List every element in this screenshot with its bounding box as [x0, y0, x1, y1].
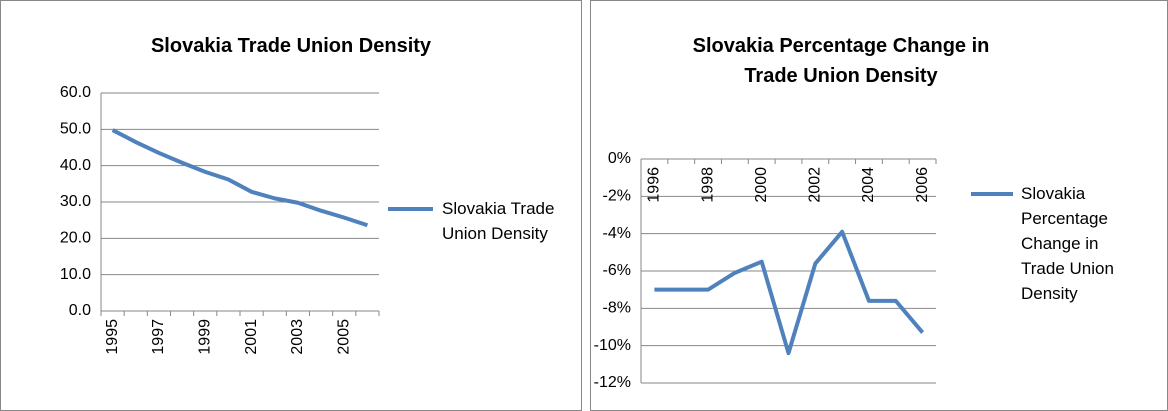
- y-tick-label: 60.0: [60, 84, 91, 101]
- x-tick-label: 1997: [150, 319, 167, 355]
- y-tick-label: 20.0: [60, 230, 91, 247]
- x-tick-label: 2000: [753, 167, 770, 203]
- x-tick-label: 2001: [243, 319, 260, 355]
- y-tick-label: 50.0: [60, 121, 91, 138]
- legend-label: Slovakia Trade Union Density: [442, 199, 555, 243]
- chart: 0.0 10.0 20.0 30.0 40.0 50.0 60.0 1995 1997 1999 2…: [60, 84, 433, 355]
- y-tick-label: -12%: [594, 374, 631, 391]
- y-tick-label: -2%: [603, 188, 631, 205]
- chart-panel: -12% -10% -8% -6% -4% -2% 0% 1996 1998 2000 2002 20…: [590, 0, 1168, 411]
- x-tick-label: 1995: [104, 319, 121, 355]
- x-tick-label: 1996: [646, 167, 663, 203]
- y-tick-label: 30.0: [60, 193, 91, 210]
- x-tick-label: 2002: [807, 167, 824, 203]
- data-line: [111, 128, 369, 228]
- x-tick-label: 1999: [196, 319, 213, 355]
- y-tick-label: -10%: [594, 337, 631, 354]
- y-tick-label: -4%: [603, 225, 631, 242]
- x-tick-label: 1998: [699, 167, 716, 203]
- y-tick-label: 10.0: [60, 266, 91, 283]
- chart-title: Slovakia Trade Union Density: [150, 35, 432, 57]
- x-tick-label: 2003: [289, 319, 306, 355]
- chart-title: Slovakia Percentage Change in Trade Unio…: [692, 35, 990, 87]
- y-tick-label: -8%: [603, 300, 631, 317]
- x-tick-label: 2006: [914, 167, 931, 203]
- y-tick-label: 0%: [608, 150, 631, 167]
- chart-panel: 0.0 10.0 20.0 30.0 40.0 50.0 60.0 1995 1997 1999 2…: [0, 0, 582, 411]
- y-tick-label: -6%: [603, 262, 631, 279]
- x-tick-label: 2004: [860, 167, 877, 203]
- y-tick-label: 0.0: [69, 302, 91, 319]
- x-tick-label: 2005: [335, 319, 352, 355]
- legend-label: Slovakia Percentage Change in Trade Unio…: [1021, 184, 1114, 303]
- data-line: [654, 229, 925, 356]
- chart: -12% -10% -8% -6% -4% -2% 0% 1996 1998 2000 2002 20…: [594, 150, 1013, 391]
- y-tick-label: 40.0: [60, 157, 91, 174]
